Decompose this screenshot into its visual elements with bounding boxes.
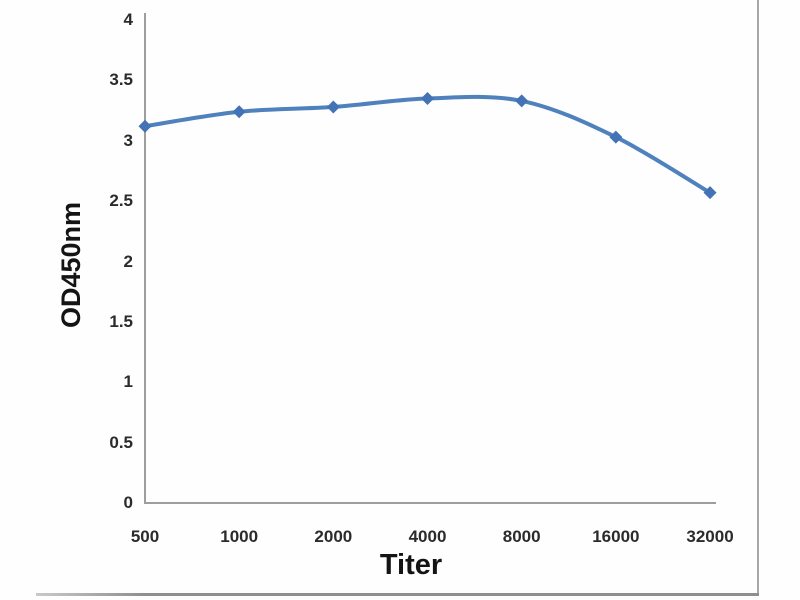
y-tick-label: 1 bbox=[123, 372, 133, 392]
x-tick-label: 32000 bbox=[686, 527, 734, 546]
x-tick-label: 4000 bbox=[408, 527, 447, 546]
x-axis-title: Titer bbox=[379, 549, 443, 581]
image-border-right bbox=[757, 0, 759, 595]
data-point-marker bbox=[326, 100, 340, 114]
y-tick-label: 0 bbox=[123, 493, 133, 512]
y-tick-label: 4 bbox=[123, 10, 133, 29]
data-point-marker bbox=[421, 91, 435, 105]
data-point-marker bbox=[138, 119, 152, 133]
x-tick-label: 2000 bbox=[314, 527, 353, 546]
x-tick-label: 500 bbox=[130, 527, 160, 546]
y-tick-label: 3.5 bbox=[109, 70, 133, 90]
data-point-marker bbox=[703, 186, 717, 200]
y-tick-label: 2.5 bbox=[109, 191, 133, 211]
x-tick-label: 1000 bbox=[220, 527, 259, 546]
y-axis-title: OD450nm bbox=[56, 201, 86, 329]
image-border-bottom bbox=[36, 593, 759, 596]
y-tick-label: 2 bbox=[123, 251, 133, 271]
y-tick-label: 3 bbox=[123, 130, 133, 150]
y-tick-label: 0.5 bbox=[109, 432, 133, 452]
data-point-marker bbox=[515, 94, 529, 108]
x-tick-label: 8000 bbox=[502, 527, 541, 546]
data-point-marker bbox=[609, 130, 623, 144]
data-point-marker bbox=[232, 105, 246, 119]
x-tick-label: 16000 bbox=[592, 527, 640, 546]
y-tick-label: 1.5 bbox=[109, 311, 133, 331]
series-line bbox=[143, 94, 712, 195]
